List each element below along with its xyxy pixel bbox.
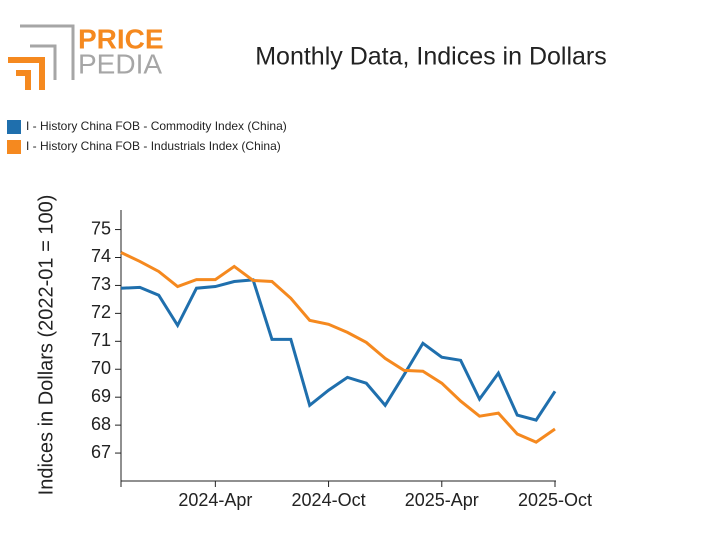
series-line (120, 278, 557, 422)
y-tick-label: 75 (91, 218, 111, 238)
chart-title: Monthly Data, Indices in Dollars (255, 43, 607, 71)
logo: PRICE PEDIA (8, 23, 164, 90)
x-tick-label: 2024-Apr (178, 490, 252, 510)
y-tick-label: 71 (91, 330, 111, 350)
y-tick-label: 70 (91, 358, 111, 378)
y-axis-label: Indices in Dollars (2022-01 = 100) (35, 195, 57, 496)
y-tick-label: 68 (91, 414, 111, 434)
y-tick-label: 74 (91, 246, 111, 266)
logo-text: PEDIA (78, 48, 162, 79)
logo-shape (30, 44, 57, 80)
x-tick-label: 2024-Oct (292, 490, 366, 510)
x-tick-label: 2025-Apr (405, 490, 479, 510)
series-line (120, 251, 556, 444)
legend-label: I - History China FOB - Commodity Index … (26, 119, 287, 133)
logo-shape (16, 70, 31, 90)
logo-shape (20, 24, 75, 80)
y-tick-label: 73 (91, 274, 111, 294)
legend-swatch (7, 140, 21, 154)
logo-shape (8, 57, 45, 90)
y-tick-label: 72 (91, 302, 111, 322)
legend-swatch (7, 120, 21, 134)
y-tick-label: 67 (91, 442, 111, 462)
x-tick-label: 2025-Oct (518, 490, 592, 510)
legend-label: I - History China FOB - Industrials Inde… (26, 139, 281, 153)
logo-text: PRICE (78, 23, 164, 54)
y-tick-label: 69 (91, 386, 111, 406)
